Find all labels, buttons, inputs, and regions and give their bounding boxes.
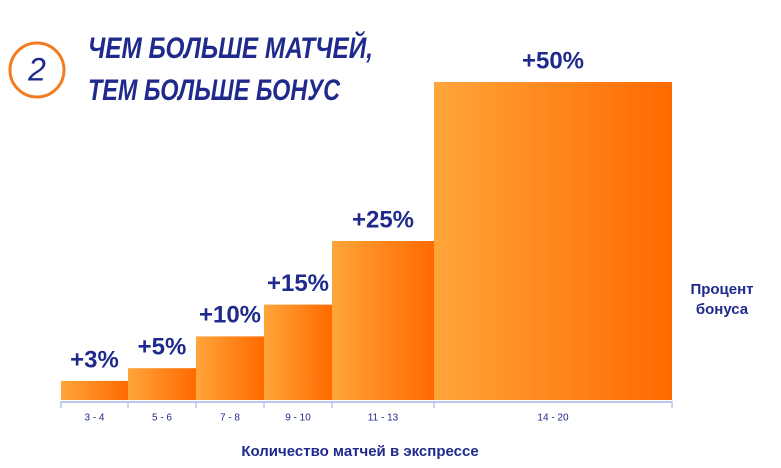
bar	[434, 82, 672, 400]
data-label: +3%	[70, 346, 119, 373]
data-label: +25%	[352, 206, 414, 233]
bar	[264, 304, 332, 400]
x-tick-label: 3 - 4	[84, 413, 104, 424]
bar	[61, 380, 128, 400]
title-line: ЧЕМ БОЛЬШЕ МАТЧЕЙ,	[88, 30, 373, 65]
data-label: +15%	[267, 270, 329, 297]
data-label: +5%	[138, 334, 187, 361]
x-tick-label: 7 - 8	[220, 413, 240, 424]
y-axis-label: Процент бонуса	[690, 281, 754, 318]
x-tick-label: 5 - 6	[152, 413, 172, 424]
bar	[332, 241, 434, 400]
badge-circle	[8, 41, 66, 99]
data-label: +10%	[199, 302, 261, 329]
data-label: +50%	[522, 47, 584, 74]
bar	[196, 336, 264, 400]
x-tick-label: 9 - 10	[285, 413, 311, 424]
title-line: ТЕМ БОЛЬШЕ БОНУС	[88, 74, 341, 107]
bar	[128, 368, 196, 400]
x-axis-label: Количество матчей в экспрессе	[241, 443, 478, 460]
badge: 2	[27, 51, 46, 87]
x-tick-label: 14 - 20	[537, 413, 569, 424]
x-tick-label: 11 - 13	[368, 413, 399, 424]
